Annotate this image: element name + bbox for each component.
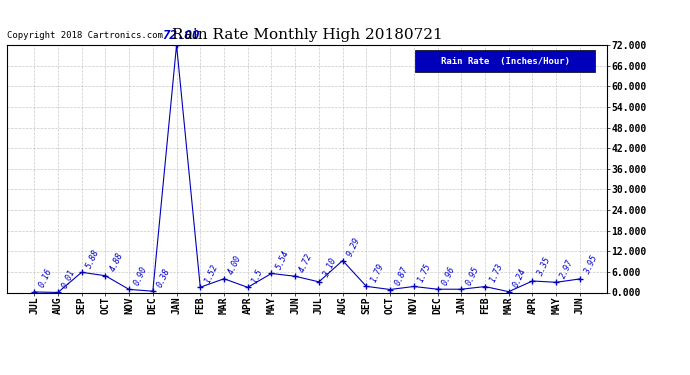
- Text: 0.95: 0.95: [464, 264, 481, 286]
- Text: 3.10: 3.10: [322, 257, 338, 279]
- Text: 0.16: 0.16: [37, 267, 54, 289]
- Text: 1.75: 1.75: [417, 262, 433, 284]
- Text: 5.54: 5.54: [274, 249, 291, 271]
- Text: 0.87: 0.87: [393, 265, 409, 287]
- Text: 4.72: 4.72: [298, 252, 315, 273]
- Text: Rain Rate  (Inches/Hour): Rain Rate (Inches/Hour): [441, 57, 570, 66]
- Text: 9.29: 9.29: [346, 236, 362, 258]
- Text: 4.88: 4.88: [108, 251, 125, 273]
- Text: Copyright 2018 Cartronics.com: Copyright 2018 Cartronics.com: [7, 31, 163, 40]
- Text: 3.95: 3.95: [582, 254, 600, 276]
- Text: 72.00: 72.00: [163, 29, 200, 42]
- Text: 0.90: 0.90: [132, 265, 148, 286]
- Text: 0.38: 0.38: [156, 267, 172, 288]
- Text: 0.01: 0.01: [61, 268, 77, 290]
- Text: 5.88: 5.88: [84, 248, 101, 270]
- Text: 1.5: 1.5: [250, 267, 265, 285]
- Text: 1.79: 1.79: [369, 262, 386, 284]
- Text: 0.96: 0.96: [440, 264, 457, 286]
- Text: 0.24: 0.24: [511, 267, 528, 289]
- Text: 4.00: 4.00: [227, 254, 244, 276]
- Title: Rain Rate Monthly High 20180721: Rain Rate Monthly High 20180721: [172, 28, 442, 42]
- Text: 2.97: 2.97: [559, 258, 575, 279]
- Text: 3.35: 3.35: [535, 256, 552, 278]
- Text: 1.73: 1.73: [488, 262, 504, 284]
- Text: 1.52: 1.52: [203, 262, 219, 285]
- FancyBboxPatch shape: [415, 50, 595, 72]
